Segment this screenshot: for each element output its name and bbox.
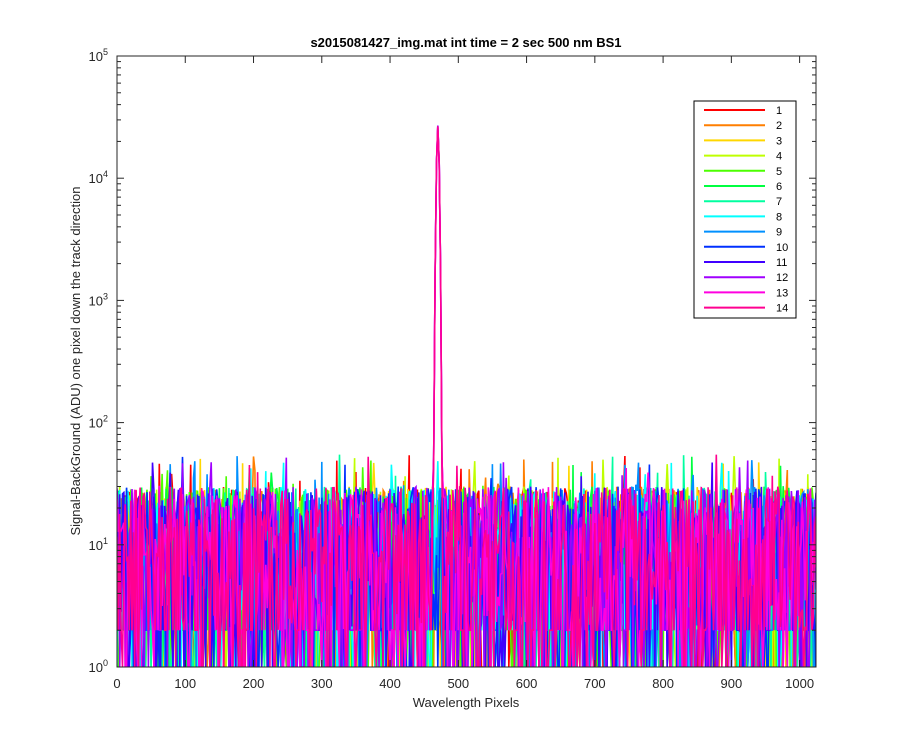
y-tick-exponent: 0 (103, 658, 108, 668)
legend-label-1: 1 (776, 105, 782, 117)
y-tick-label: 104 (89, 169, 108, 186)
y-tick-exponent: 5 (103, 47, 108, 57)
legend-label-4: 4 (776, 151, 782, 163)
y-tick-base: 10 (89, 538, 103, 553)
y-tick-exponent: 2 (103, 414, 108, 424)
legend-label-12: 12 (776, 272, 788, 284)
legend-label-11: 11 (776, 257, 787, 269)
y-tick-label: 100 (89, 658, 108, 675)
legend-label-6: 6 (776, 181, 782, 193)
x-tick-label: 400 (379, 676, 401, 691)
y-tick-label: 103 (89, 291, 108, 308)
y-tick-label: 102 (89, 414, 108, 431)
x-axis: 0 100 200 300 400 500 600 700 800 900 1000 (113, 56, 814, 691)
x-tick-label: 200 (243, 676, 265, 691)
y-tick-base: 10 (89, 171, 103, 186)
y-tick-label: 101 (89, 536, 108, 553)
y-tick-base: 10 (89, 293, 103, 308)
legend-label-14: 14 (776, 303, 788, 315)
legend-label-13: 13 (776, 287, 788, 299)
y-axis-label: Signal-BackGround (ADU) one pixel down t… (68, 186, 83, 535)
x-tick-label: 900 (721, 676, 743, 691)
y-tick-exponent: 1 (103, 536, 108, 546)
legend-label-5: 5 (776, 166, 782, 178)
y-tick-exponent: 3 (103, 291, 108, 301)
y-tick-base: 10 (89, 416, 103, 431)
x-tick-label: 100 (174, 676, 196, 691)
y-tick-base: 10 (89, 49, 103, 64)
plot-frame (116, 55, 817, 668)
series-layer (117, 125, 816, 667)
x-tick-label: 300 (311, 676, 333, 691)
x-tick-label: 500 (447, 676, 469, 691)
legend-label-2: 2 (776, 120, 782, 132)
legend-label-9: 9 (776, 227, 782, 239)
series-line-14 (117, 126, 816, 667)
legend-label-10: 10 (776, 242, 788, 254)
x-tick-label: 600 (516, 676, 538, 691)
chart-title: s2015081427_img.mat int time = 2 sec 500… (310, 35, 621, 50)
x-tick-label: 800 (652, 676, 674, 691)
legend-label-7: 7 (776, 196, 782, 208)
legend-label-8: 8 (776, 211, 782, 223)
y-tick-base: 10 (89, 660, 103, 675)
legend-label-3: 3 (776, 135, 782, 147)
y-tick-label: 105 (89, 47, 108, 64)
x-tick-label: 700 (584, 676, 606, 691)
y-tick-exponent: 4 (103, 169, 108, 179)
legend-box (693, 100, 797, 319)
x-axis-label: Wavelength Pixels (413, 695, 520, 710)
x-tick-label: 1000 (785, 676, 814, 691)
x-tick-label: 0 (113, 676, 120, 691)
